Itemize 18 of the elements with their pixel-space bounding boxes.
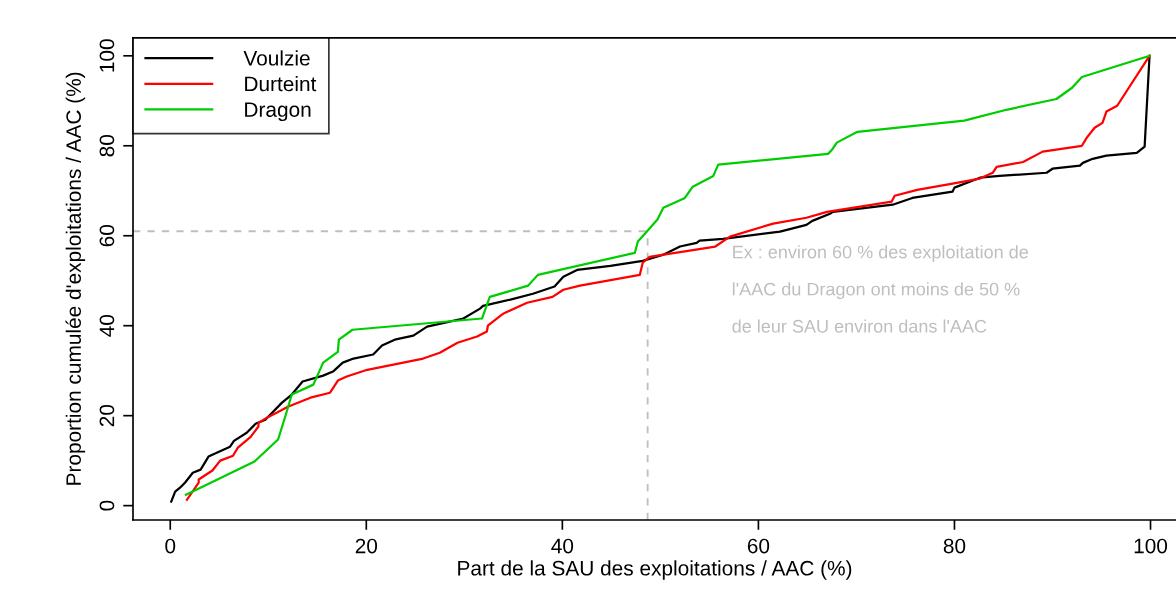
x-tick-label: 100 [1134,538,1168,554]
y-tick-label: 20 [99,404,115,427]
x-tick-label: 20 [355,538,378,554]
y-tick-label: 0 [99,500,115,511]
y-tick-label: 60 [99,224,115,247]
x-axis-title: Part de la SAU des exploitations / AAC (%) [458,560,852,580]
legend-label: Dragon [245,102,311,122]
annotation: Ex : environ 60 % des exploitation de l'AAC du Dragon ont moins de 50 % de leur SAU environ dans l'AAC [732,245,1028,333]
x-tick-label: 60 [747,538,770,554]
y-axis-title: Proportion cumulée d'exploitations / AAC (%) [65,72,86,485]
y-tick-label: 100 [99,39,115,72]
x-tick-label: 40 [551,538,574,554]
legend-label: Voulzie [243,50,310,66]
x-tick-label: 0 [165,538,176,554]
y-tick-label: 40 [99,314,115,337]
legend-label: Durteint [245,75,317,92]
x-tick-label: 80 [943,538,966,554]
y-tick-label: 80 [99,135,115,157]
